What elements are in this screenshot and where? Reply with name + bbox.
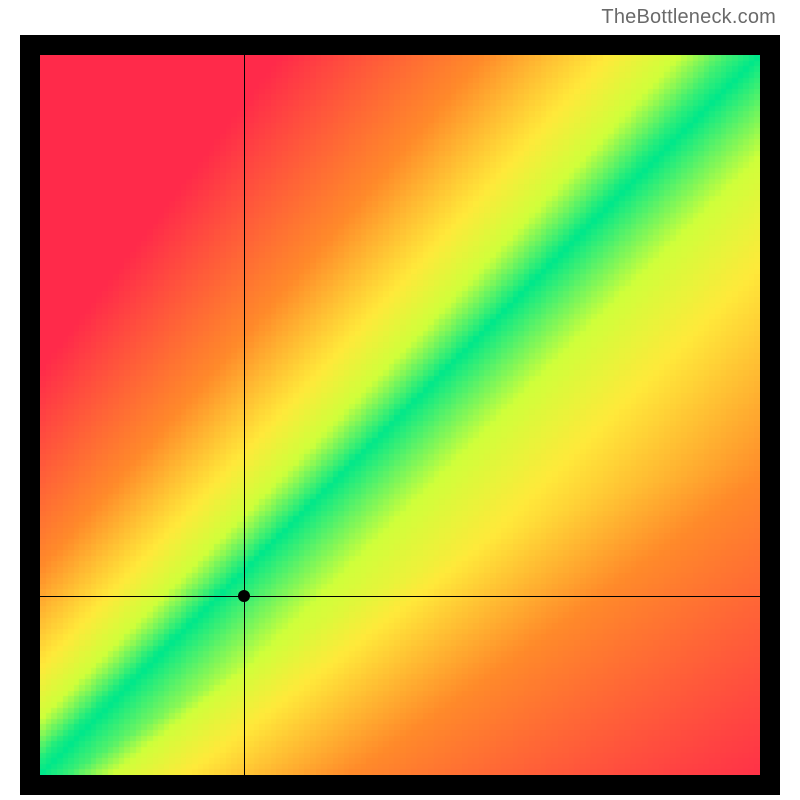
chart-container: TheBottleneck.com <box>0 0 800 800</box>
attribution-text: TheBottleneck.com <box>601 6 776 29</box>
crosshair-horizontal <box>40 596 760 597</box>
crosshair-vertical <box>244 55 245 775</box>
crosshair-marker <box>238 590 250 602</box>
bottleneck-heatmap <box>40 55 760 775</box>
plot-frame <box>20 35 780 795</box>
